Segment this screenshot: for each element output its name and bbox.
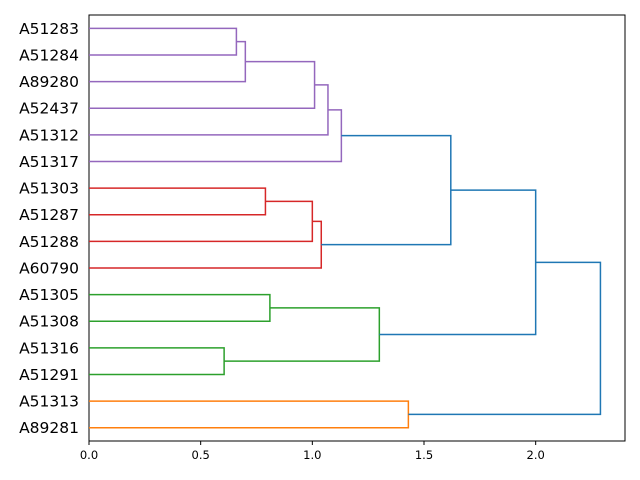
- dendrogram-link: [89, 187, 267, 216]
- leaf-label: A51291: [19, 366, 79, 384]
- dendrogram-link: [89, 200, 314, 243]
- dendrogram-link: [224, 307, 381, 362]
- leaf-label: A51308: [19, 313, 79, 331]
- leaf-label: A51287: [19, 206, 79, 224]
- dendrogram-link: [89, 347, 225, 376]
- leaf-label: A51305: [19, 286, 79, 304]
- x-tick-label: 2.0: [527, 448, 545, 462]
- leaf-label: A89281: [19, 419, 79, 437]
- dendrogram-link: [89, 109, 343, 163]
- links: [89, 27, 602, 429]
- x-tick-label: 1.5: [415, 448, 433, 462]
- leaf-label: A51288: [19, 233, 79, 251]
- leaf-label: A51312: [19, 126, 79, 144]
- dendrogram-link: [89, 40, 247, 83]
- dendrogram-link: [89, 220, 323, 269]
- x-tick-label: 1.0: [303, 448, 321, 462]
- leaf-label: A51284: [19, 46, 79, 64]
- dendrogram-link: [89, 27, 238, 56]
- leaf-label: A89280: [19, 73, 79, 91]
- leaf-labels: A51283 A51284 A89280 A52437 A51312 A51317 A513…: [19, 20, 79, 437]
- leaf-label: A51313: [19, 393, 79, 411]
- x-tick-label: 0.5: [192, 448, 210, 462]
- dendrogram-link: [408, 261, 602, 416]
- leaf-label: A51317: [19, 153, 79, 171]
- leaf-label: A60790: [19, 259, 79, 277]
- leaf-label: A51283: [19, 20, 79, 38]
- x-tick-label: 0.0: [80, 448, 98, 462]
- leaf-label: A51316: [19, 339, 79, 357]
- dendrogram-link: [89, 84, 329, 136]
- dendrogram-link: [89, 400, 410, 429]
- leaf-label: A52437: [19, 100, 79, 118]
- plot-frame: [88, 14, 626, 442]
- dendrogram-link: [89, 293, 271, 322]
- x-axis-ticks: 0.0 0.5 1.0 1.5 2.0: [80, 441, 545, 462]
- dendrogram-link: [89, 60, 316, 109]
- dendrogram-link: [379, 189, 537, 336]
- leaf-label: A51303: [19, 180, 79, 198]
